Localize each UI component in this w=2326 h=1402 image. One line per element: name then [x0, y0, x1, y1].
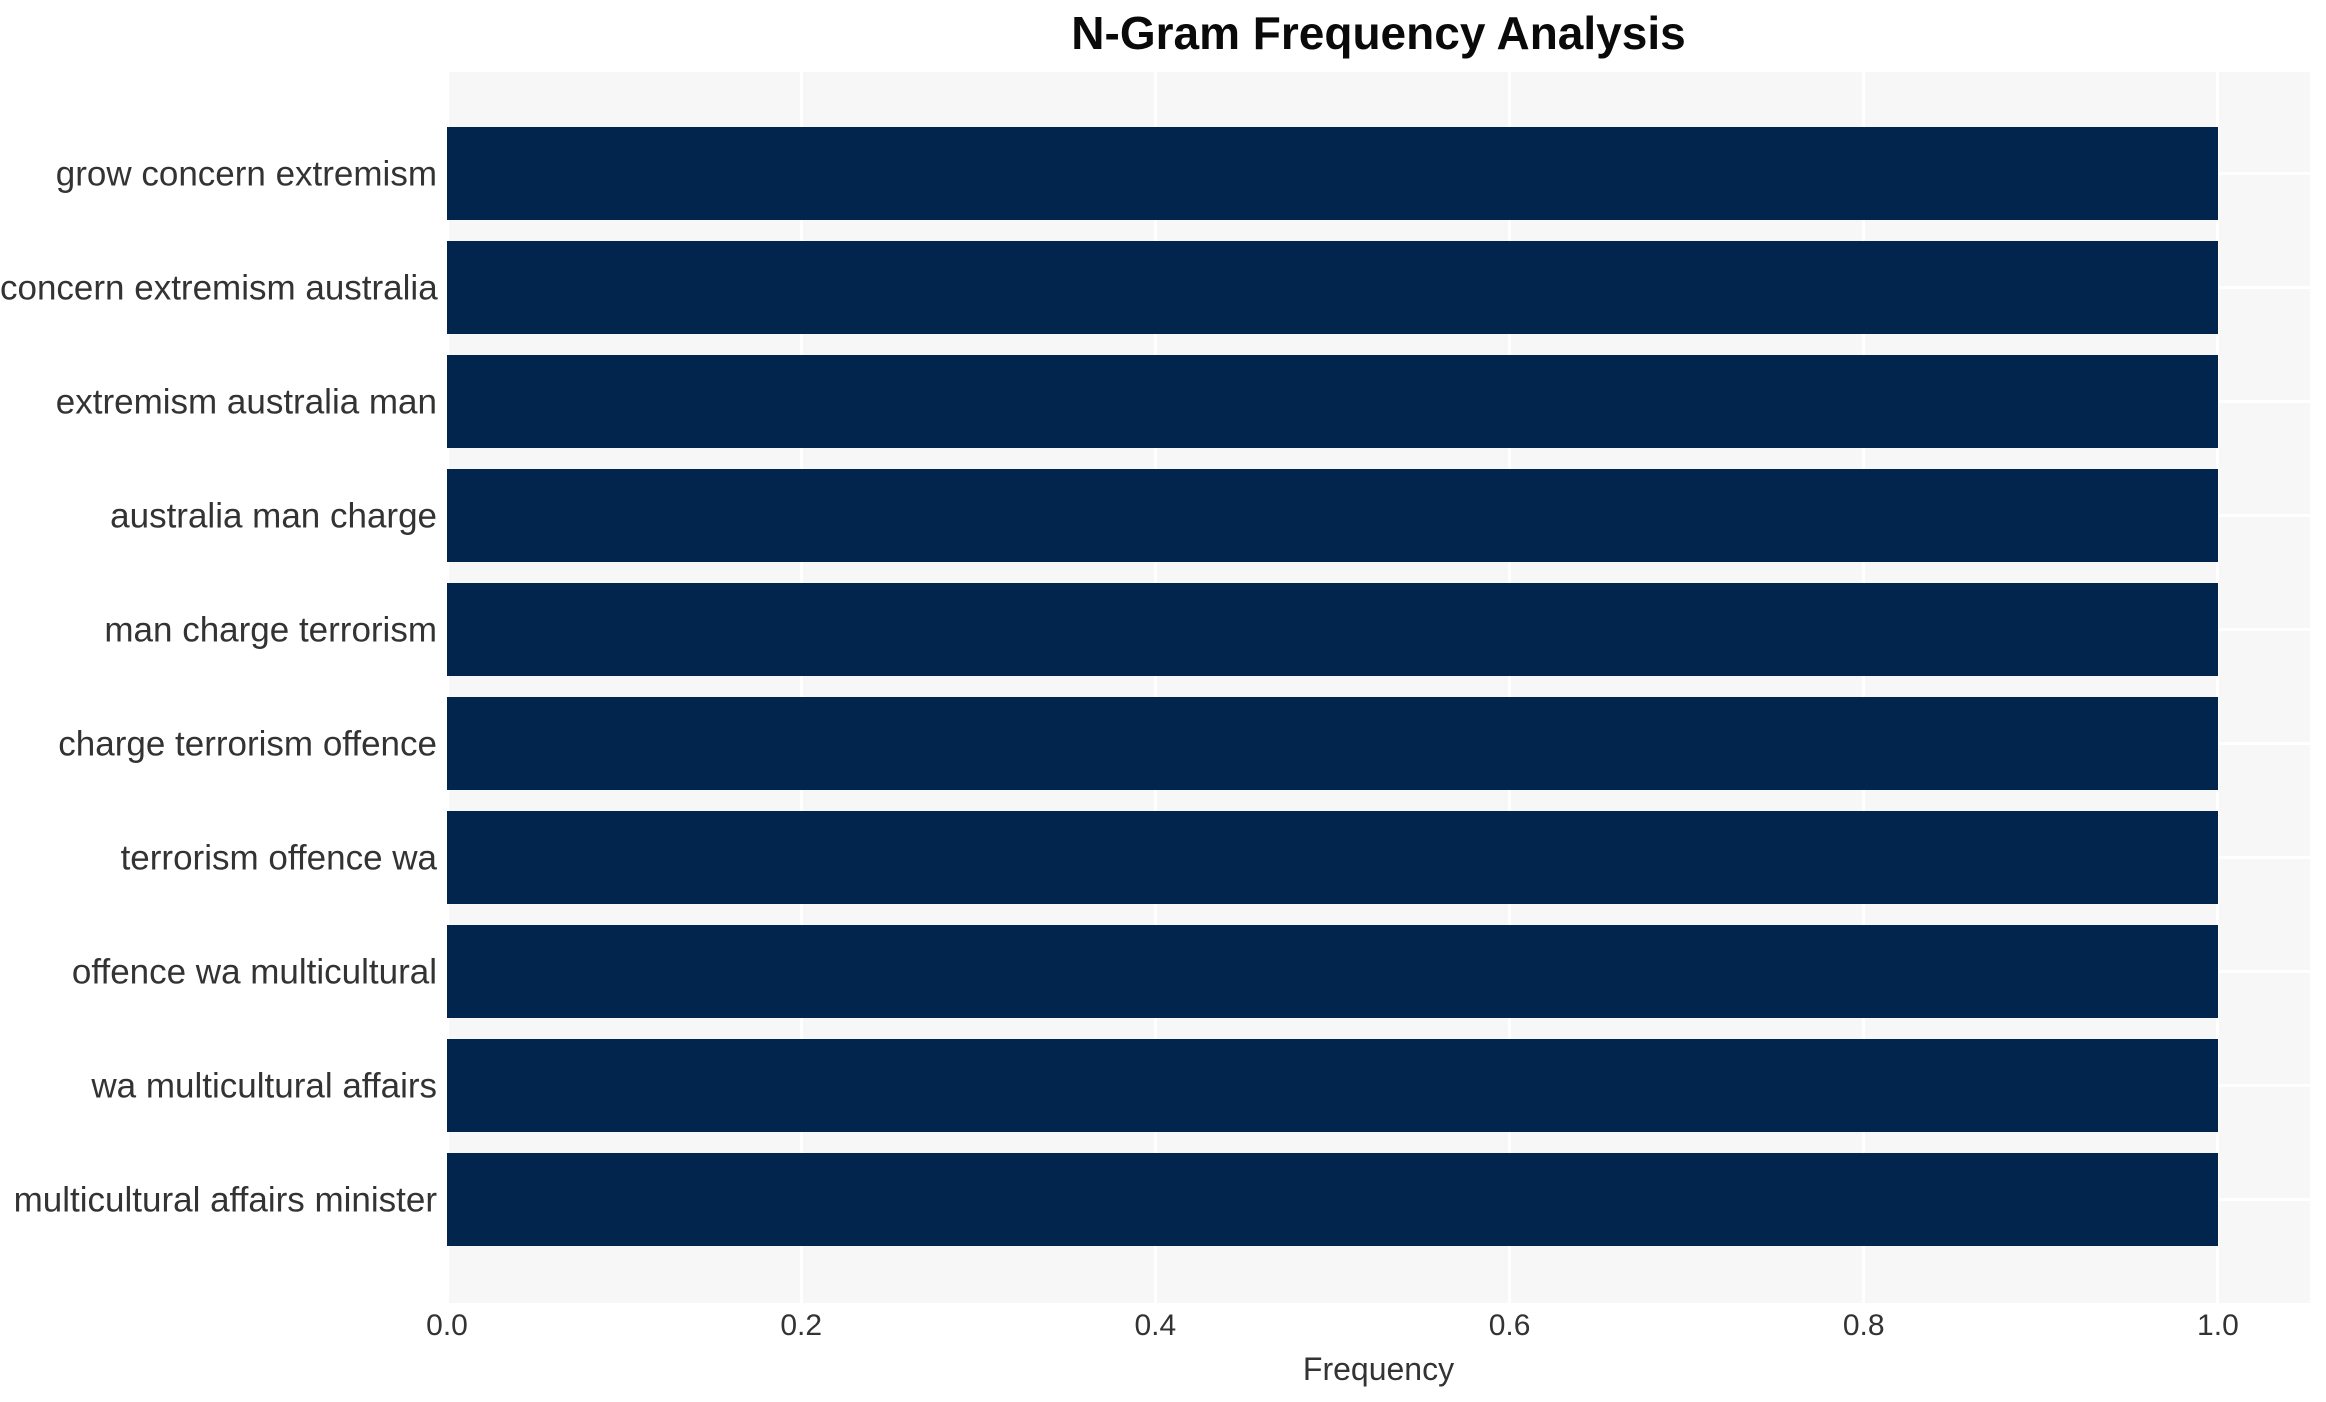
bar-grow-concern-extremism [447, 127, 2218, 220]
bar-man-charge-terrorism [447, 583, 2218, 676]
vertical-gridline [445, 72, 449, 1303]
bar-extremism-australia-man [447, 355, 2218, 448]
y-axis-label: man charge terrorism [104, 610, 437, 649]
vertical-gridline [2216, 72, 2220, 1303]
bar-multicultural-affairs-minister [447, 1153, 2218, 1246]
x-tick-label: 0.4 [1134, 1309, 1177, 1342]
x-tick-label: 1.0 [2197, 1309, 2239, 1342]
y-axis-label: extremism australia man [55, 382, 437, 421]
x-tick-label: 0.2 [780, 1309, 823, 1342]
x-axis-label: Frequency [1302, 1351, 1455, 1387]
x-axis-ticks: 0.0 0.2 0.4 0.6 0.8 1.0 [0, 1311, 2326, 1347]
bar-offence-wa-multicultural [447, 925, 2218, 1018]
y-axis-labels: grow concern extremism concern extremism … [0, 72, 438, 1303]
vertical-gridline [1862, 72, 1866, 1303]
y-axis-label: wa multicultural affairs [91, 1066, 437, 1105]
vertical-gridline [1508, 72, 1512, 1303]
y-axis-label: terrorism offence wa [120, 838, 437, 877]
vertical-gridline [1153, 72, 1157, 1303]
x-tick-label: 0.0 [426, 1309, 468, 1342]
y-axis-label: multicultural affairs minister [13, 1180, 437, 1219]
y-axis-label: offence wa multicultural [71, 952, 437, 991]
bar-charge-terrorism-offence [447, 697, 2218, 790]
y-axis-label: charge terrorism offence [58, 724, 437, 763]
vertical-gridline [799, 72, 803, 1303]
y-axis-label: concern extremism australia [0, 268, 438, 307]
bar-terrorism-offence-wa [447, 811, 2218, 904]
x-tick-label: 0.6 [1488, 1309, 1531, 1342]
chart-title: N-Gram Frequency Analysis [1071, 7, 1686, 59]
y-axis-label: australia man charge [110, 496, 437, 535]
bar-wa-multicultural-affairs [447, 1039, 2218, 1132]
y-axis-label: grow concern extremism [55, 154, 437, 193]
x-tick-label: 0.8 [1842, 1309, 1885, 1342]
plot-area [445, 72, 2310, 1303]
bar-concern-extremism-australia [447, 241, 2218, 334]
bar-australia-man-charge [447, 469, 2218, 562]
